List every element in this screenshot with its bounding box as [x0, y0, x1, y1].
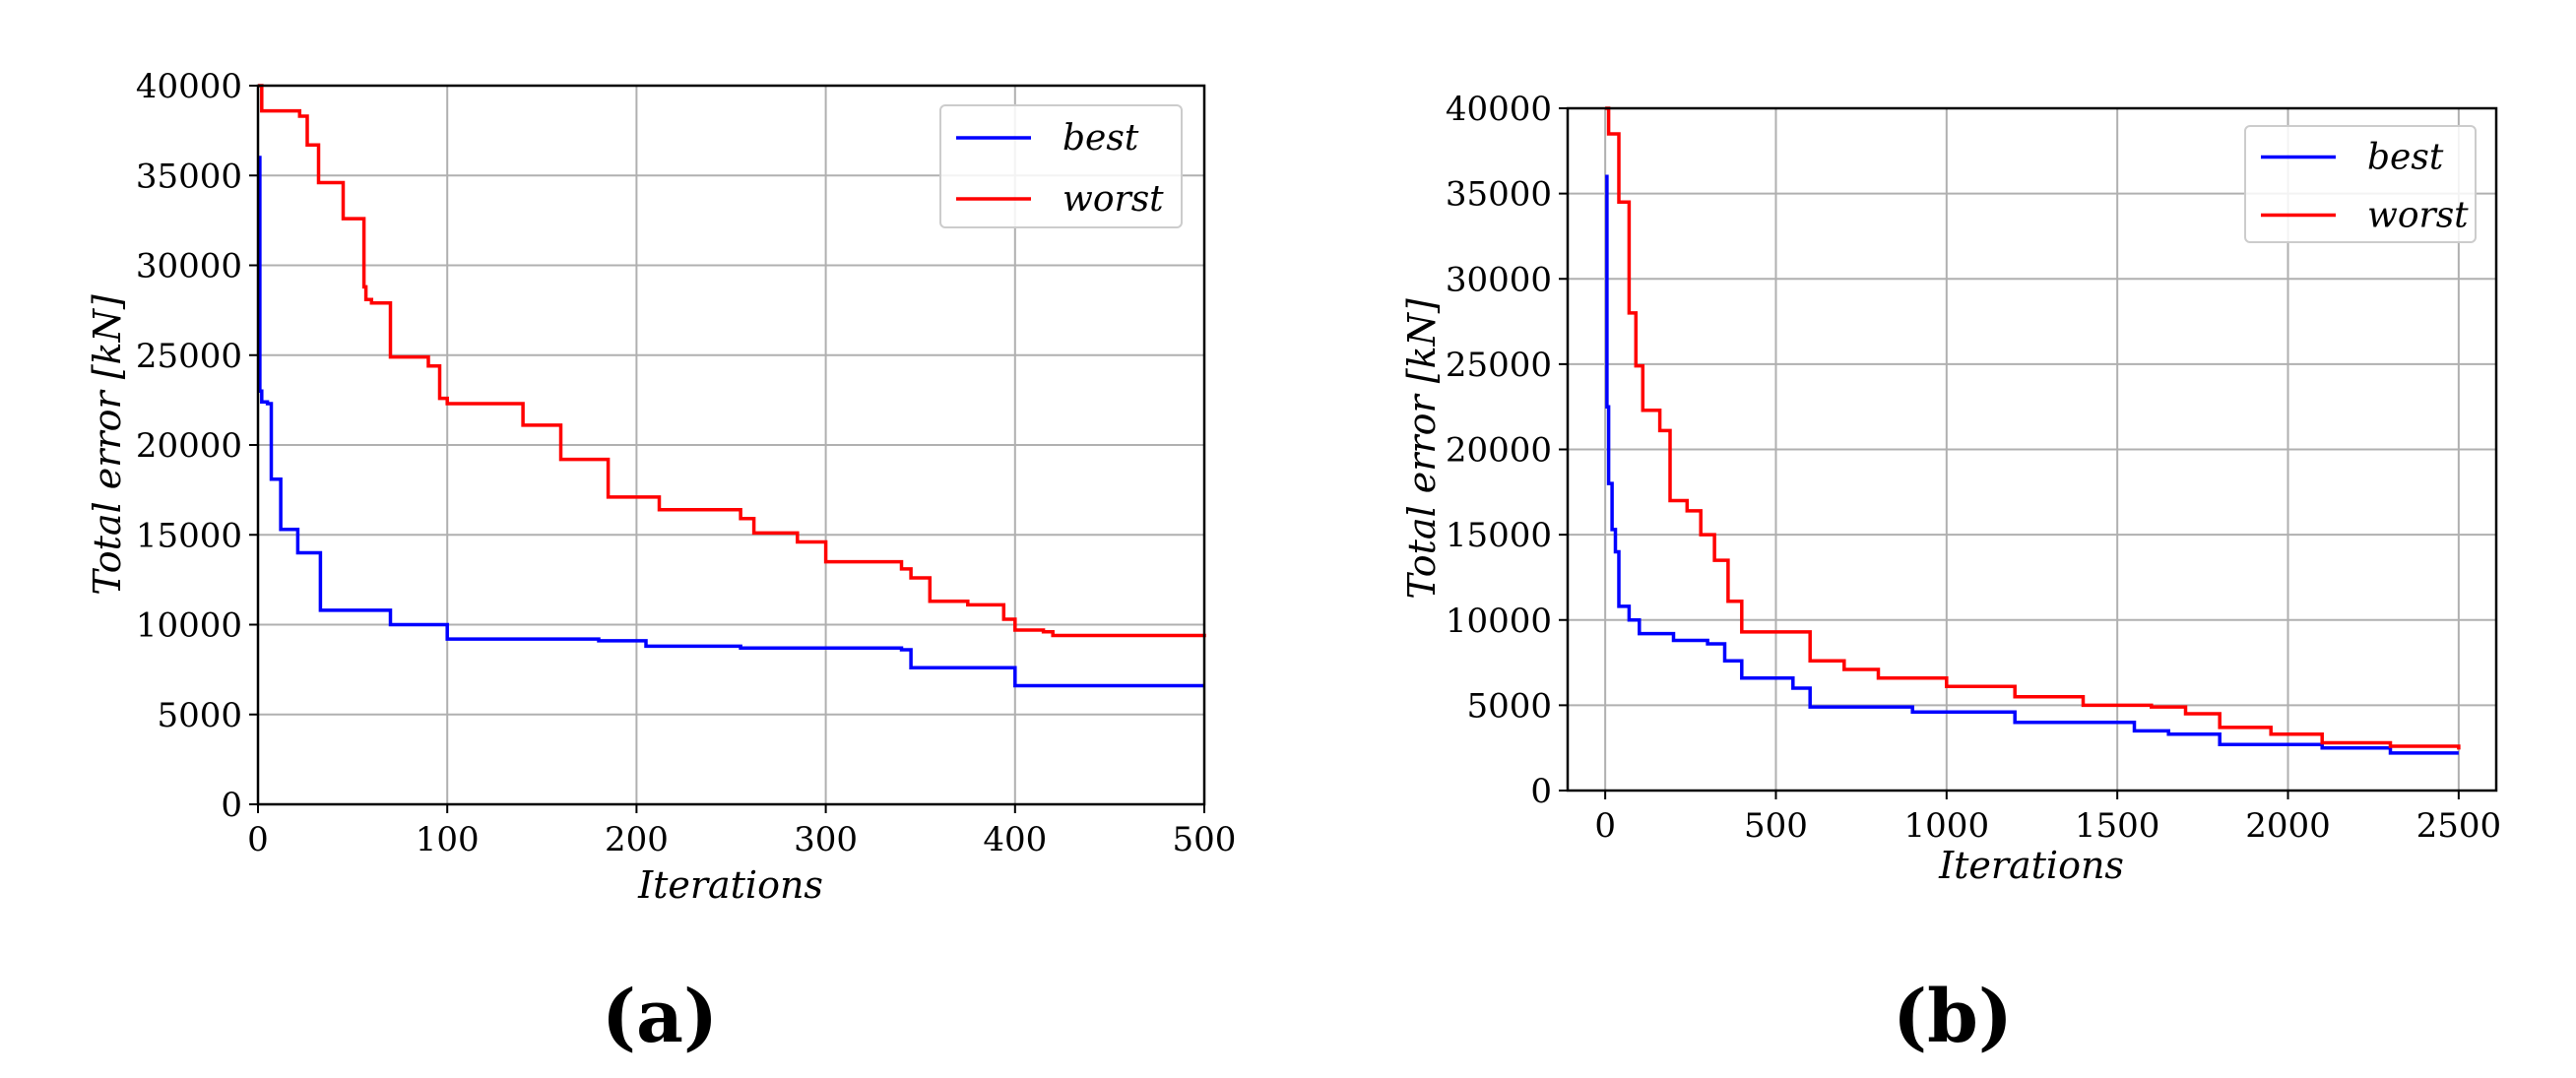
chart-a-series-worst-line — [258, 84, 1206, 638]
chart-a-xtick-label: 300 — [794, 820, 858, 859]
chart-b-series-worst-line — [1605, 106, 2461, 750]
chart-a-xtick-label: 200 — [605, 820, 669, 859]
chart-a: 0 100 200 300 400 500 0 5000 10000 15000 20000 250… — [86, 67, 1236, 1059]
chart-a-lines — [258, 84, 1206, 688]
chart-b-xtick-label: 1000 — [1904, 806, 1990, 846]
chart-b-ytick-label: 0 — [1530, 772, 1552, 811]
chart-a-xtick-label: 400 — [983, 820, 1047, 859]
chart-a-ytick-label: 5000 — [157, 696, 242, 735]
chart-a-xtick-label: 0 — [247, 820, 269, 859]
chart-a-ytick-label: 30000 — [136, 247, 242, 286]
chart-b-ytick-label: 40000 — [1446, 90, 1552, 129]
chart-b-ytick-label: 10000 — [1446, 602, 1552, 641]
chart-a-ytick-label: 20000 — [136, 426, 242, 466]
chart-b-xtick-label: 500 — [1744, 806, 1808, 846]
chart-b-ytick-label: 15000 — [1446, 516, 1552, 555]
chart-b-xtick-label: 2500 — [2416, 806, 2502, 846]
chart-a-panel-label: (a) — [602, 975, 718, 1059]
chart-a-legend-worst-label: worst — [1063, 179, 1164, 220]
chart-b-ylabel: Total error [kN] — [1400, 298, 1444, 599]
chart-a-xlabel: Iterations — [637, 863, 823, 907]
chart-a-ytick-label: 10000 — [136, 606, 242, 646]
chart-a-xtick-label: 100 — [416, 820, 480, 859]
chart-a-ytick-label: 25000 — [136, 337, 242, 376]
chart-b-xlabel: Iterations — [1938, 844, 2124, 887]
chart-a-legend-box — [939, 104, 1183, 228]
chart-b-series-best-line — [1605, 174, 2459, 755]
chart-b-panel-label: (b) — [1893, 975, 2013, 1059]
chart-b-legend-best-label: best — [2367, 138, 2444, 178]
chart-a-ytick-label: 40000 — [136, 67, 242, 106]
chart-b-xtick-label: 1500 — [2075, 806, 2160, 846]
chart-b-lines — [1605, 106, 2461, 755]
chart-b-ytick-label: 30000 — [1446, 260, 1552, 299]
chart-b-legend: best worst — [2244, 125, 2477, 243]
chart-a-ytick-label: 15000 — [136, 516, 242, 555]
chart-a-legend: best worst — [939, 104, 1183, 228]
chart-b-yticks: 0 5000 10000 15000 20000 25000 30000 35000 40000 — [1446, 90, 1568, 811]
chart-b-legend-worst-label: worst — [2367, 196, 2469, 236]
chart-b-ytick-label: 35000 — [1446, 175, 1552, 215]
chart-a-ytick-label: 0 — [221, 786, 242, 825]
chart-b: 0 500 1000 1500 2000 2500 0 5000 10000 15000 2000… — [1400, 90, 2501, 1059]
chart-b-ytick-label: 20000 — [1446, 431, 1552, 471]
chart-b-ytick-label: 25000 — [1446, 346, 1552, 385]
chart-b-ytick-label: 5000 — [1466, 686, 1552, 726]
chart-a-ylabel: Total error [kN] — [86, 294, 129, 595]
chart-a-legend-best-label: best — [1063, 118, 1139, 159]
chart-b-xtick-label: 2000 — [2245, 806, 2331, 846]
chart-a-series-best-line — [258, 156, 1204, 688]
chart-a-xtick-label: 500 — [1173, 820, 1237, 859]
chart-a-xticks: 0 100 200 300 400 500 — [247, 804, 1236, 859]
chart-b-xtick-label: 0 — [1594, 806, 1616, 846]
chart-b-xticks: 0 500 1000 1500 2000 2500 — [1594, 791, 2501, 846]
chart-a-yticks: 0 5000 10000 15000 20000 25000 30000 35000 40000 — [136, 67, 258, 825]
chart-b-legend-box — [2244, 125, 2477, 243]
chart-a-ytick-label: 35000 — [136, 157, 242, 196]
